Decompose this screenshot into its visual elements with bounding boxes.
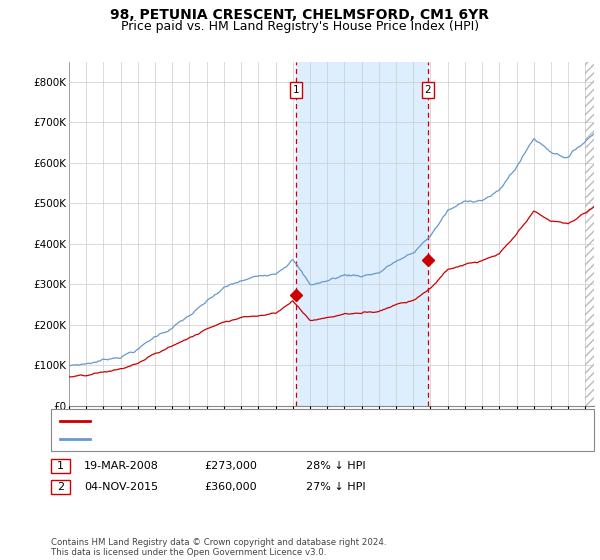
- Text: 27% ↓ HPI: 27% ↓ HPI: [306, 482, 365, 492]
- Text: 1: 1: [292, 85, 299, 95]
- Text: 2: 2: [424, 85, 431, 95]
- Text: 04-NOV-2015: 04-NOV-2015: [84, 482, 158, 492]
- Text: £273,000: £273,000: [204, 461, 257, 471]
- Text: HPI: Average price, detached house, Chelmsford: HPI: Average price, detached house, Chel…: [96, 434, 332, 444]
- Text: 2: 2: [57, 482, 64, 492]
- Text: Contains HM Land Registry data © Crown copyright and database right 2024.
This d: Contains HM Land Registry data © Crown c…: [51, 538, 386, 557]
- Text: 28% ↓ HPI: 28% ↓ HPI: [306, 461, 365, 471]
- Text: 98, PETUNIA CRESCENT, CHELMSFORD, CM1 6YR (detached house): 98, PETUNIA CRESCENT, CHELMSFORD, CM1 6Y…: [96, 416, 425, 426]
- Text: Price paid vs. HM Land Registry's House Price Index (HPI): Price paid vs. HM Land Registry's House …: [121, 20, 479, 32]
- Bar: [586, 62, 594, 406]
- Text: £360,000: £360,000: [204, 482, 257, 492]
- Text: 98, PETUNIA CRESCENT, CHELMSFORD, CM1 6YR: 98, PETUNIA CRESCENT, CHELMSFORD, CM1 6Y…: [110, 8, 490, 22]
- Text: 19-MAR-2008: 19-MAR-2008: [84, 461, 159, 471]
- Bar: [296, 62, 428, 406]
- Bar: [586, 62, 594, 406]
- Text: 1: 1: [57, 461, 64, 471]
